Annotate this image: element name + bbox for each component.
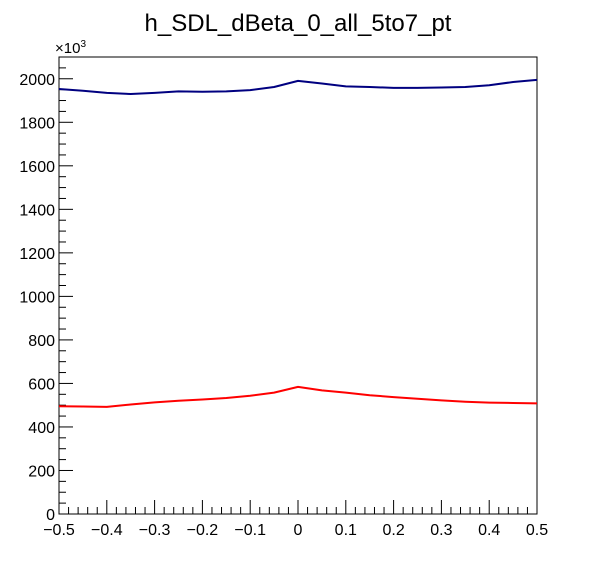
- axes-layer: [58, 56, 538, 515]
- plot-frame: [58, 56, 538, 515]
- series-line-1: [58, 78, 538, 95]
- y-tick-label: 1000: [19, 289, 55, 306]
- y-tick-label: 0: [46, 507, 55, 524]
- y-tick-label: 1800: [19, 115, 55, 132]
- x-tick-label: 0.4: [478, 522, 500, 539]
- y-tick-label: 800: [28, 333, 55, 350]
- y-tick-label: 400: [28, 420, 55, 437]
- y-tick-label: 1400: [19, 202, 55, 219]
- x-tick-label: −0.4: [91, 522, 123, 539]
- y-tick-label: 1200: [19, 246, 55, 263]
- x-tick-label: −0.5: [43, 522, 75, 539]
- x-tick-label: 0.2: [382, 522, 404, 539]
- y-tick-label: 1600: [19, 159, 55, 176]
- series-line-2: [58, 385, 538, 408]
- x-tick-labels: −0.5 −0.4 −0.3 −0.2 −0.1 0 0.1 0.2 0.3 0.4 0.5: [43, 522, 548, 539]
- x-tick-label: −0.1: [234, 522, 266, 539]
- y-tick-label: 2000: [19, 72, 55, 89]
- chart-title: h_SDL_dBeta_0_all_5to7_pt: [145, 10, 452, 37]
- x-tick-label: −0.2: [187, 522, 219, 539]
- y-tick-label: 600: [28, 376, 55, 393]
- y-axis-multiplier: ×103: [55, 39, 86, 57]
- series-layer: [58, 78, 538, 408]
- y-tick-label: 200: [28, 463, 55, 480]
- y-tick-labels: 0 200 400 600 800 1000 1200 1400 1600 1800 2000: [19, 72, 55, 524]
- x-tick-label: 0.1: [335, 522, 357, 539]
- x-tick-label: 0: [294, 522, 303, 539]
- y-multiplier-exponent: 3: [80, 39, 86, 50]
- x-tick-label: −0.3: [139, 522, 171, 539]
- x-tick-label: 0.3: [430, 522, 452, 539]
- x-tick-label: 0.5: [526, 522, 548, 539]
- y-multiplier-base: ×10: [55, 40, 80, 57]
